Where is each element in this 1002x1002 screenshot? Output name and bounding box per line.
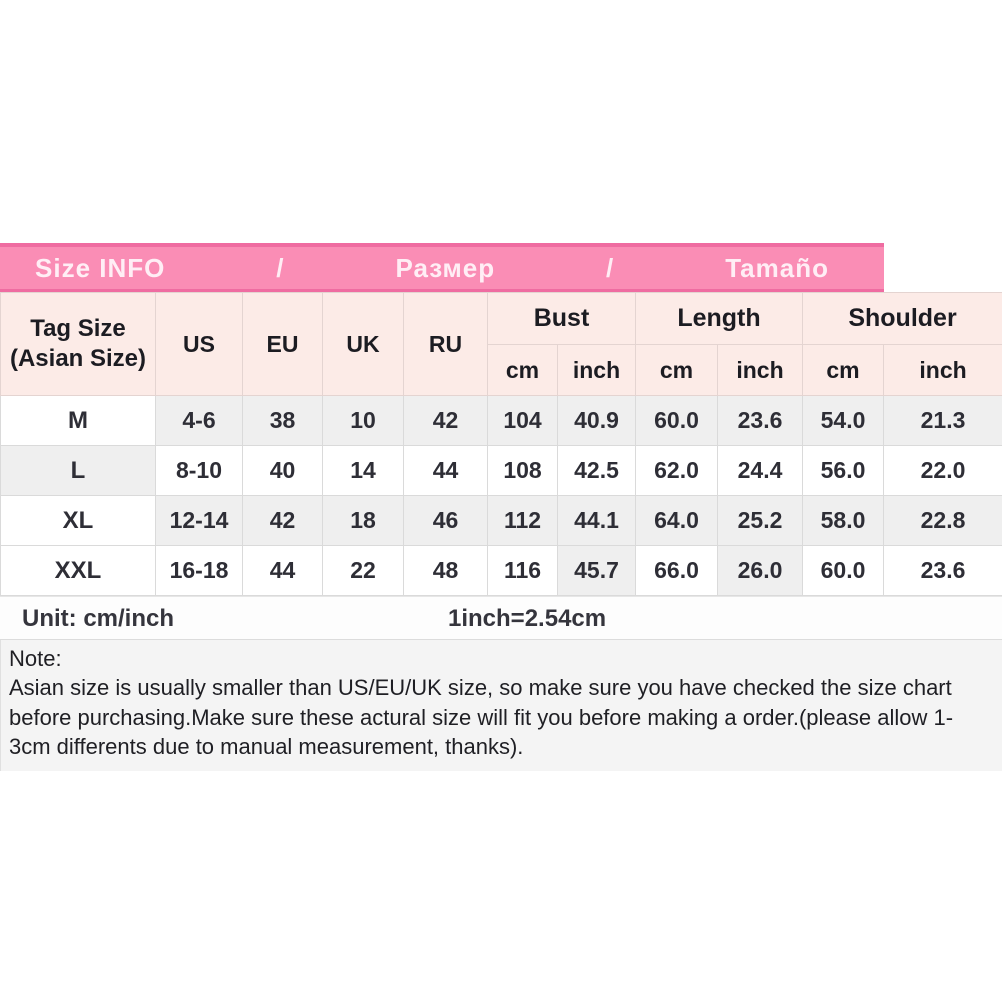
value-cell: 44 xyxy=(403,445,488,496)
value-cell: 42 xyxy=(242,495,323,546)
value-cell: 56.0 xyxy=(802,445,885,496)
value-cell: 104 xyxy=(487,395,558,446)
col-header-ru: RU xyxy=(403,292,488,396)
size-table-header: Tag Size (Asian Size) US EU UK RU Bust L… xyxy=(0,292,1002,396)
row-label-cell: M xyxy=(0,395,156,446)
value-cell: 58.0 xyxy=(802,495,885,546)
table-row: M 4-6 38 10 42 104 40.9 60.0 23.6 54.0 21.3 xyxy=(0,395,1002,446)
value-cell: 116 xyxy=(487,545,558,596)
value-cell: 23.6 xyxy=(716,395,804,446)
value-cell: 45.7 xyxy=(557,545,636,596)
value-cell: 42.5 xyxy=(557,445,636,496)
value-cell: 60.0 xyxy=(802,545,885,596)
value-cell: 38 xyxy=(242,395,323,446)
value-cell: 44.1 xyxy=(557,495,636,546)
value-cell: 66.0 xyxy=(635,545,718,596)
value-cell: 112 xyxy=(487,495,558,546)
value-cell: 48 xyxy=(403,545,488,596)
value-cell: 54.0 xyxy=(802,395,885,446)
value-cell: 40 xyxy=(242,445,323,496)
value-cell: 10 xyxy=(322,395,404,446)
value-cell: 12-14 xyxy=(155,495,243,546)
banner-separator: / xyxy=(606,252,615,283)
value-cell: 24.4 xyxy=(716,445,804,496)
subheader-bust-inch: inch xyxy=(557,344,636,396)
value-cell: 42 xyxy=(403,395,488,446)
value-cell: 16-18 xyxy=(155,545,243,596)
value-cell: 18 xyxy=(322,495,404,546)
value-cell: 64.0 xyxy=(635,495,718,546)
value-cell: 44 xyxy=(242,545,323,596)
banner-title-en: Size INFO xyxy=(35,252,166,283)
conversion-label: 1inch=2.54cm xyxy=(448,605,607,632)
tag-size-line1: Tag Size xyxy=(30,315,126,342)
row-label-cell: XL xyxy=(0,495,156,546)
size-table: Tag Size (Asian Size) US EU UK RU Bust L… xyxy=(0,292,1002,596)
table-row: XXL 16-18 44 22 48 116 45.7 66.0 26.0 60.0 23.6 xyxy=(0,545,1002,596)
size-table-body: M 4-6 38 10 42 104 40.9 60.0 23.6 54.0 21.3 L 8-10 40… xyxy=(0,395,1002,596)
value-cell: 22 xyxy=(322,545,404,596)
subheader-shoulder-inch: inch xyxy=(883,344,1002,396)
value-cell: 25.2 xyxy=(716,495,804,546)
value-cell: 14 xyxy=(322,445,404,496)
row-label-cell: XXL xyxy=(0,545,156,596)
value-cell: 22.8 xyxy=(883,495,1002,546)
banner-separator: / xyxy=(276,252,285,283)
value-cell: 22.0 xyxy=(883,445,1002,496)
subheader-length-cm: cm xyxy=(635,344,718,396)
banner-title-ru: Размер xyxy=(395,252,496,283)
table-row: XL 12-14 42 18 46 112 44.1 64.0 25.2 58.0 22.8 xyxy=(0,495,1002,546)
value-cell: 21.3 xyxy=(883,395,1002,446)
note-title: Note: xyxy=(9,646,62,671)
value-cell: 40.9 xyxy=(557,395,636,446)
size-chart-sheet: Size INFO / Размер / Tamaño Tag Size (As… xyxy=(0,243,1002,771)
value-cell: 4-6 xyxy=(155,395,243,446)
tag-size-line2: (Asian Size) xyxy=(9,345,147,372)
group-header-length: Length xyxy=(634,292,804,345)
value-cell: 46 xyxy=(403,495,488,546)
value-cell: 26.0 xyxy=(716,545,804,596)
group-header-shoulder: Shoulder xyxy=(802,292,1002,345)
note-section: Note: Asian size is usually smaller than… xyxy=(0,640,1002,771)
banner-title-es: Tamaño xyxy=(725,252,829,283)
value-cell: 23.6 xyxy=(883,545,1002,596)
tag-size-header: Tag Size (Asian Size) xyxy=(0,292,156,396)
col-header-uk: UK xyxy=(322,292,404,396)
value-cell: 8-10 xyxy=(155,445,243,496)
col-header-eu: EU xyxy=(242,292,323,396)
row-label-cell: L xyxy=(0,445,156,496)
value-cell: 60.0 xyxy=(635,395,718,446)
unit-bar: Unit: cm/inch 1inch=2.54cm xyxy=(0,596,1002,640)
subheader-shoulder-cm: cm xyxy=(802,344,885,396)
value-cell: 62.0 xyxy=(635,445,718,496)
size-info-banner: Size INFO / Размер / Tamaño xyxy=(0,243,884,292)
value-cell: 108 xyxy=(487,445,558,496)
table-row: L 8-10 40 14 44 108 42.5 62.0 24.4 56.0 22.0 xyxy=(0,445,1002,496)
subheader-length-inch: inch xyxy=(716,344,804,396)
unit-label: Unit: cm/inch xyxy=(22,605,175,632)
subheader-bust-cm: cm xyxy=(487,344,558,396)
col-header-us: US xyxy=(155,292,243,396)
note-body: Asian size is usually smaller than US/EU… xyxy=(9,675,954,759)
group-header-bust: Bust xyxy=(487,292,636,345)
